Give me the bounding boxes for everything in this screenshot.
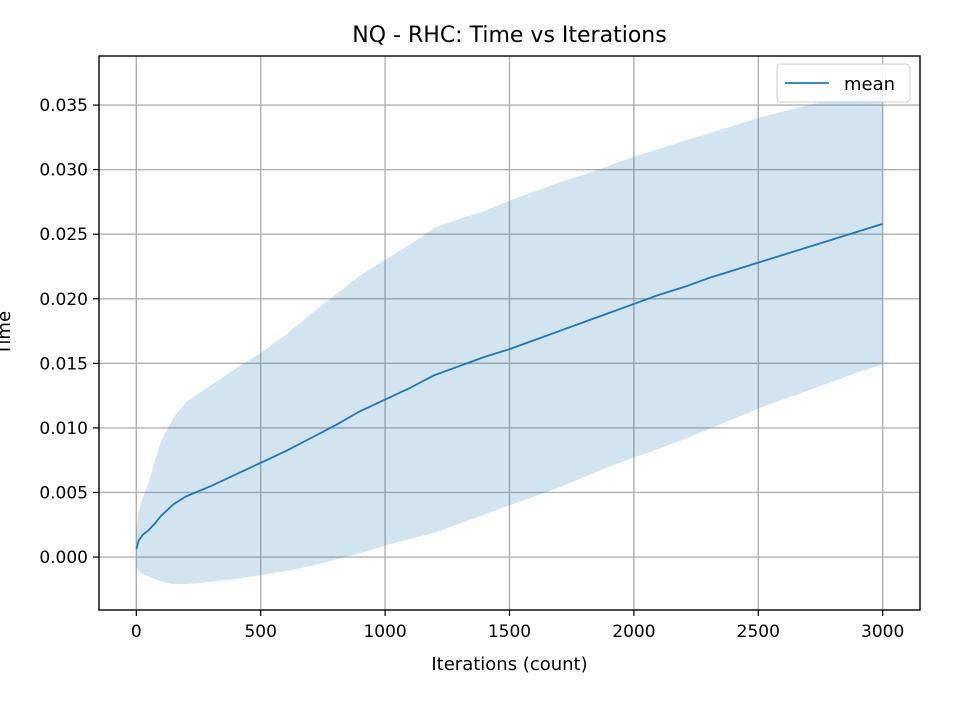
x-tick-label: 3000: [861, 622, 904, 642]
y-tick-label: 0.005: [39, 483, 88, 503]
grid: [99, 56, 920, 610]
x-tick-label: 2000: [612, 622, 655, 642]
std-band: [136, 94, 883, 585]
x-tick-label: 1000: [363, 622, 406, 642]
y-tick-label: 0.010: [39, 419, 88, 439]
y-tick-label: 0.015: [39, 354, 88, 374]
x-tick-label: 500: [244, 622, 276, 642]
x-axis-ticks: 0 500 1000 1500 2000 2500 3000: [131, 610, 904, 642]
series-line-mean: [135, 223, 883, 550]
x-axis-label: Iterations (count): [431, 654, 587, 675]
y-axis-label: Time: [0, 311, 15, 356]
x-tick-label: 0: [131, 622, 142, 642]
y-tick-label: 0.035: [39, 96, 88, 116]
y-tick-label: 0.000: [39, 548, 88, 568]
x-tick-label: 2500: [737, 622, 780, 642]
legend: mean: [776, 63, 911, 103]
y-tick-label: 0.025: [39, 225, 88, 245]
legend-entry-mean: mean: [844, 74, 895, 95]
y-axis-ticks: 0.000 0.005 0.010 0.015 0.020 0.025 0.030 0.035: [39, 96, 99, 568]
legend-box: [776, 63, 911, 103]
y-tick-label: 0.020: [39, 290, 88, 310]
chart-title: NQ - RHC: Time vs Iterations: [352, 23, 666, 48]
x-tick-label: 1500: [488, 622, 531, 642]
y-tick-label: 0.030: [39, 161, 88, 181]
